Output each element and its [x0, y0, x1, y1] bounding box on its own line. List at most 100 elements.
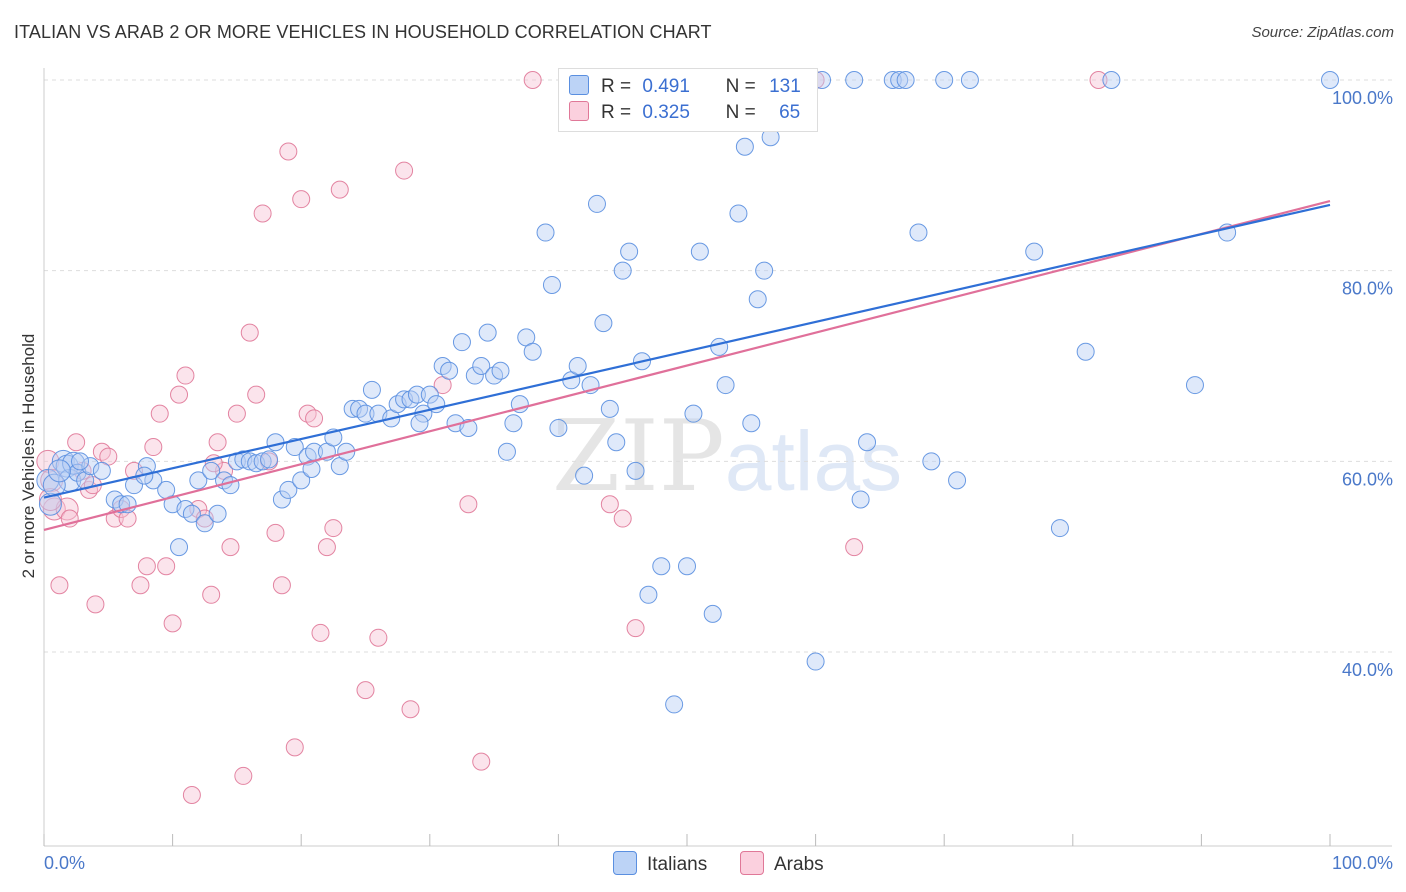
y-axis-label: 2 or more Vehicles in Household: [19, 334, 38, 579]
italians-point: [504, 414, 523, 433]
arabs-point: [137, 557, 156, 576]
italians-point: [639, 585, 658, 604]
italians-point: [922, 452, 941, 471]
legend-r-value-italians: 0.491: [642, 76, 690, 97]
italians-point: [652, 557, 671, 576]
italians-point: [55, 454, 79, 478]
arabs-point: [221, 538, 240, 557]
italians-point: [587, 194, 606, 213]
legend-row-italians: R = 0.491 N = 131: [569, 75, 801, 101]
italians-point: [742, 414, 761, 433]
italians-point: [703, 604, 722, 623]
italians-point: [292, 471, 311, 490]
italians-point: [845, 71, 864, 89]
correlation-legend: R = 0.491 N = 131 R = 0.325 N = 65: [558, 68, 818, 132]
bottom-legend-label-italians: Italians: [647, 854, 708, 875]
italians-point: [478, 323, 497, 342]
bottom-legend-label-arabs: Arabs: [774, 854, 824, 875]
italians-point: [452, 333, 471, 352]
italians-point: [568, 357, 587, 375]
italians-point: [433, 357, 452, 375]
italians-point: [71, 452, 90, 471]
arabs-point: [208, 433, 227, 452]
italians-point: [279, 480, 298, 499]
italians-point: [594, 314, 613, 333]
arabs-point: [305, 409, 324, 428]
x-tick-layer: [43, 834, 1331, 846]
italians-point: [266, 433, 285, 452]
italians-point: [362, 380, 381, 399]
italians-point: [157, 480, 176, 499]
arabs-point: [266, 523, 285, 542]
arabs-point: [150, 404, 169, 423]
italians-point: [575, 466, 594, 485]
arabs-point: [311, 623, 330, 642]
italians-point: [1185, 376, 1204, 395]
italians-point: [410, 414, 429, 433]
italians-point: [253, 452, 272, 471]
italians-point: [620, 242, 639, 261]
italians-point: [806, 652, 825, 671]
italians-point: [51, 449, 75, 473]
arabs-point: [459, 495, 478, 514]
watermark-zip: ZIP: [552, 400, 725, 514]
italians-point: [497, 442, 516, 461]
watermark: ZIPatlas: [552, 400, 902, 514]
italians-point: [485, 366, 504, 385]
arabs-point: [247, 385, 266, 404]
italians-point: [195, 514, 214, 533]
arabs-points: [36, 71, 1108, 804]
arabs-point: [626, 619, 645, 638]
italians-point: [202, 461, 221, 480]
italians-point: [626, 461, 645, 480]
arabs-point: [845, 538, 864, 557]
bottom-legend-italians: Italians: [613, 851, 707, 876]
italians-point: [710, 337, 729, 356]
italians-point: [851, 490, 870, 509]
italians-point: [1025, 242, 1044, 261]
arabs-trend-line: [43, 200, 1331, 532]
legend-row-arabs: R = 0.325 N = 65: [569, 101, 800, 127]
italians-point: [748, 290, 767, 309]
y-tick-label: 60.0%: [1342, 469, 1393, 489]
y-tick-label: 100.0%: [1332, 88, 1393, 108]
axis-layer: [43, 68, 1392, 847]
italians-point: [189, 471, 208, 490]
italians-point: [440, 361, 459, 380]
italians-point: [465, 366, 484, 385]
italians-point: [420, 385, 439, 404]
italians-point: [240, 452, 259, 471]
trend-layer: [43, 200, 1331, 532]
italians-point: [523, 342, 542, 361]
arabs-point: [86, 595, 105, 614]
italians-point: [350, 399, 369, 418]
italians-point: [92, 461, 111, 480]
italians-point: [472, 357, 491, 375]
italians-point: [858, 433, 877, 452]
italians-point: [536, 223, 555, 242]
arabs-point: [240, 323, 259, 342]
arabs-point: [227, 404, 246, 423]
italians-point: [356, 404, 375, 423]
italians-point: [690, 242, 709, 261]
arabs-point: [369, 628, 388, 647]
italians-point: [170, 538, 189, 557]
bottom-legend-arabs: Arabs: [740, 851, 824, 876]
arabs-point: [157, 557, 176, 576]
arabs-point: [1089, 71, 1108, 89]
italians-point: [716, 376, 735, 395]
legend-swatch-arabs: [569, 101, 589, 121]
arabs-point: [523, 71, 542, 89]
arabs-point: [50, 576, 69, 595]
italians-point: [607, 433, 626, 452]
y-tick-labels: 40.0% 60.0% 80.0% 100.0%: [1332, 88, 1393, 680]
italians-point: [960, 71, 979, 89]
italians-trend-line: [43, 203, 1331, 499]
arabs-point: [253, 204, 272, 223]
arabs-point: [330, 180, 349, 199]
legend-r-label: R =: [601, 76, 632, 97]
arabs-point: [182, 786, 201, 804]
arabs-point: [92, 442, 111, 461]
italians-point: [735, 137, 754, 156]
